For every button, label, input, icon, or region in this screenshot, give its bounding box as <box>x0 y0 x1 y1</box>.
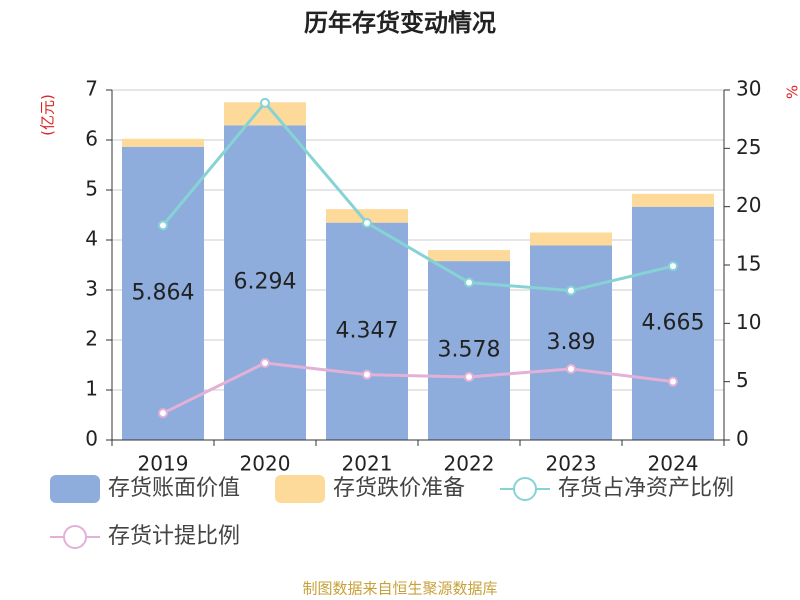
bar <box>224 102 306 126</box>
source-note: 制图数据来自恒生聚源数据库 <box>302 580 497 598</box>
bar <box>326 209 408 223</box>
legend-swatch <box>513 477 537 501</box>
y-tick-label: 7 <box>85 77 98 101</box>
y2-tick-label: 25 <box>736 135 761 159</box>
y2-tick-label: 30 <box>736 77 761 101</box>
y-tick-label: 3 <box>85 277 98 301</box>
data-label: 4.665 <box>642 310 705 335</box>
data-label: 5.864 <box>132 280 195 305</box>
chart-title: 历年存货变动情况 <box>304 9 496 37</box>
x-tick-label: 2019 <box>138 452 189 476</box>
line-point <box>362 218 372 228</box>
line-point <box>464 277 474 288</box>
line-point <box>158 220 168 231</box>
y2-axis-label: % <box>784 85 800 99</box>
legend-label: 存货计提比例 <box>108 524 240 549</box>
data-label: 4.347 <box>336 318 399 343</box>
line-point <box>260 97 270 108</box>
y2-tick-label: 0 <box>736 427 749 451</box>
legend-label: 存货占净资产比例 <box>558 476 734 501</box>
y-tick-label: 5 <box>85 177 98 201</box>
line-point <box>362 369 372 380</box>
y-tick-label: 0 <box>85 427 98 451</box>
line-point <box>668 376 678 387</box>
legend-swatch <box>50 475 100 503</box>
legend-label: 存货跌价准备 <box>333 476 465 501</box>
bar <box>428 250 510 262</box>
legend-swatch <box>275 475 325 503</box>
line-point <box>668 261 678 272</box>
x-tick-label: 2020 <box>240 452 291 476</box>
data-label: 6.294 <box>234 270 297 295</box>
x-tick-label: 2022 <box>444 452 495 476</box>
y-tick-label: 6 <box>85 127 98 151</box>
y2-tick-label: 15 <box>736 252 761 276</box>
line-series <box>162 361 674 415</box>
y-tick-label: 4 <box>85 227 98 251</box>
x-tick-label: 2021 <box>342 452 393 476</box>
y-tick-label: 1 <box>85 377 98 401</box>
bar <box>326 222 408 440</box>
y2-tick-label: 20 <box>736 193 761 217</box>
line-point <box>566 363 576 374</box>
data-label: 3.578 <box>438 338 501 363</box>
line-point <box>464 372 474 382</box>
line-point <box>566 285 576 296</box>
bar <box>632 193 714 207</box>
legend-label: 存货账面价值 <box>108 476 240 501</box>
legend-swatch <box>63 525 87 549</box>
x-tick-label: 2024 <box>648 452 699 476</box>
bar <box>428 261 510 440</box>
line-point <box>158 408 168 419</box>
line-point <box>260 358 270 368</box>
bar <box>122 146 204 441</box>
x-tick-label: 2023 <box>546 452 597 476</box>
line-series <box>161 100 674 293</box>
y2-tick-label: 10 <box>736 310 761 334</box>
y2-tick-label: 5 <box>736 368 749 392</box>
y-axis-label: (亿元) <box>39 94 57 136</box>
bar <box>530 232 612 246</box>
bar <box>632 206 714 440</box>
bar <box>224 125 306 441</box>
bar <box>122 138 204 147</box>
bar <box>530 245 612 440</box>
y-tick-label: 2 <box>85 327 98 351</box>
data-label: 3.89 <box>547 330 596 355</box>
